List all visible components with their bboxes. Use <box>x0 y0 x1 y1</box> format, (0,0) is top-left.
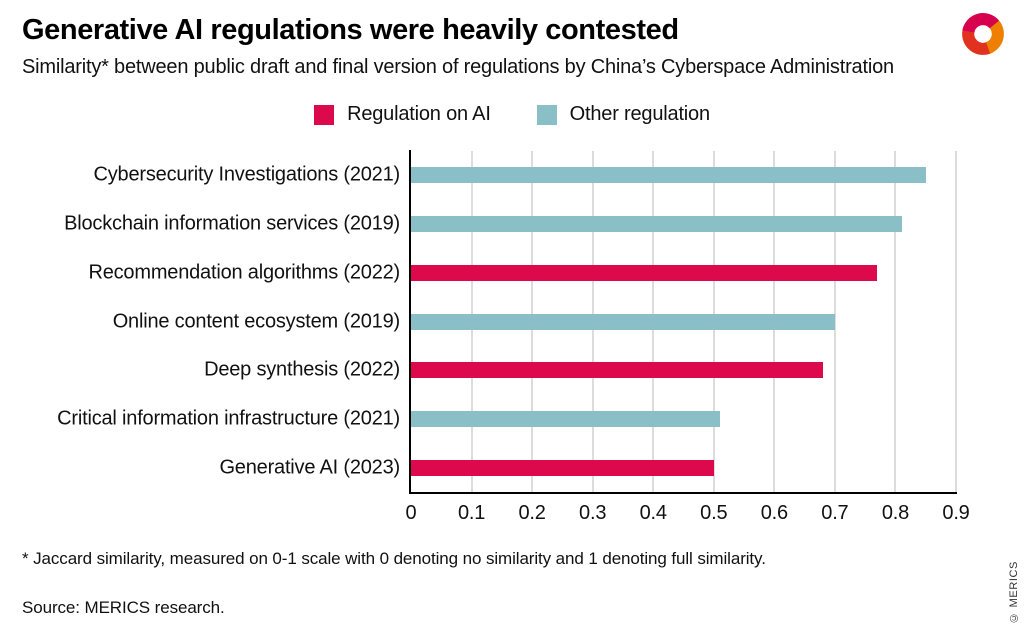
category-label: Deep synthesis (2022) <box>204 358 400 381</box>
x-axis-line <box>409 492 957 494</box>
x-tick-label: 0.8 <box>881 502 910 524</box>
legend: Regulation on AI Other regulation <box>0 103 1024 126</box>
bar-chart: 0 0.1 0.2 0.3 0.4 0.5 0.6 0.7 0.8 0.9 <box>406 151 970 524</box>
bar-other <box>411 410 720 427</box>
legend-item-ai: Regulation on AI <box>314 103 491 126</box>
category-label: Cybersecurity Investigations (2021) <box>93 163 401 186</box>
gridline-0.7 <box>833 151 836 492</box>
bar-other <box>411 167 926 184</box>
legend-label: Regulation on AI <box>347 103 491 125</box>
x-tick-label: 0.4 <box>639 502 667 524</box>
x-tick-label: 0.7 <box>821 502 849 524</box>
page-subtitle: Similarity* between public draft and fin… <box>22 56 894 78</box>
gridline-0.8 <box>894 151 897 492</box>
y-axis-line <box>409 150 411 494</box>
copyright-text: © MERICS <box>1008 561 1020 624</box>
category-label: Online content ecosystem (2019) <box>112 310 400 332</box>
gridline-0.9 <box>955 151 957 492</box>
bar-other <box>411 216 902 233</box>
bar-other <box>411 313 835 330</box>
x-tick-label: 0.6 <box>760 502 788 524</box>
category-label: Critical information infrastructure (202… <box>57 407 400 430</box>
bar-ai <box>411 362 823 379</box>
page-title: Generative AI regulations were heavily c… <box>22 14 679 46</box>
legend-swatch-other <box>536 104 557 125</box>
category-label: Blockchain information services (2019) <box>64 212 400 235</box>
legend-item-other: Other regulation <box>536 103 710 126</box>
category-label: Recommendation algorithms (2022) <box>88 261 400 284</box>
x-tick-label: 0.3 <box>579 502 607 524</box>
x-tick-label: 0.1 <box>457 502 486 524</box>
x-tick-label: 0.5 <box>700 502 728 524</box>
x-tick-label: 0.9 <box>942 502 970 524</box>
legend-swatch-ai <box>314 104 335 125</box>
x-tick-label: 0.2 <box>518 502 546 524</box>
footnote: * Jaccard similarity, measured on 0-1 sc… <box>22 549 766 568</box>
x-tick-label: 0 <box>405 502 417 524</box>
legend-label: Other regulation <box>569 103 710 125</box>
source-text: Source: MERICS research. <box>22 598 225 617</box>
category-label: Generative AI (2023) <box>219 456 400 479</box>
bar-ai <box>411 459 714 476</box>
bar-ai <box>411 264 878 281</box>
merics-logo-icon <box>962 13 1004 55</box>
category-labels: Cybersecurity Investigations (2021) Block… <box>0 151 400 492</box>
